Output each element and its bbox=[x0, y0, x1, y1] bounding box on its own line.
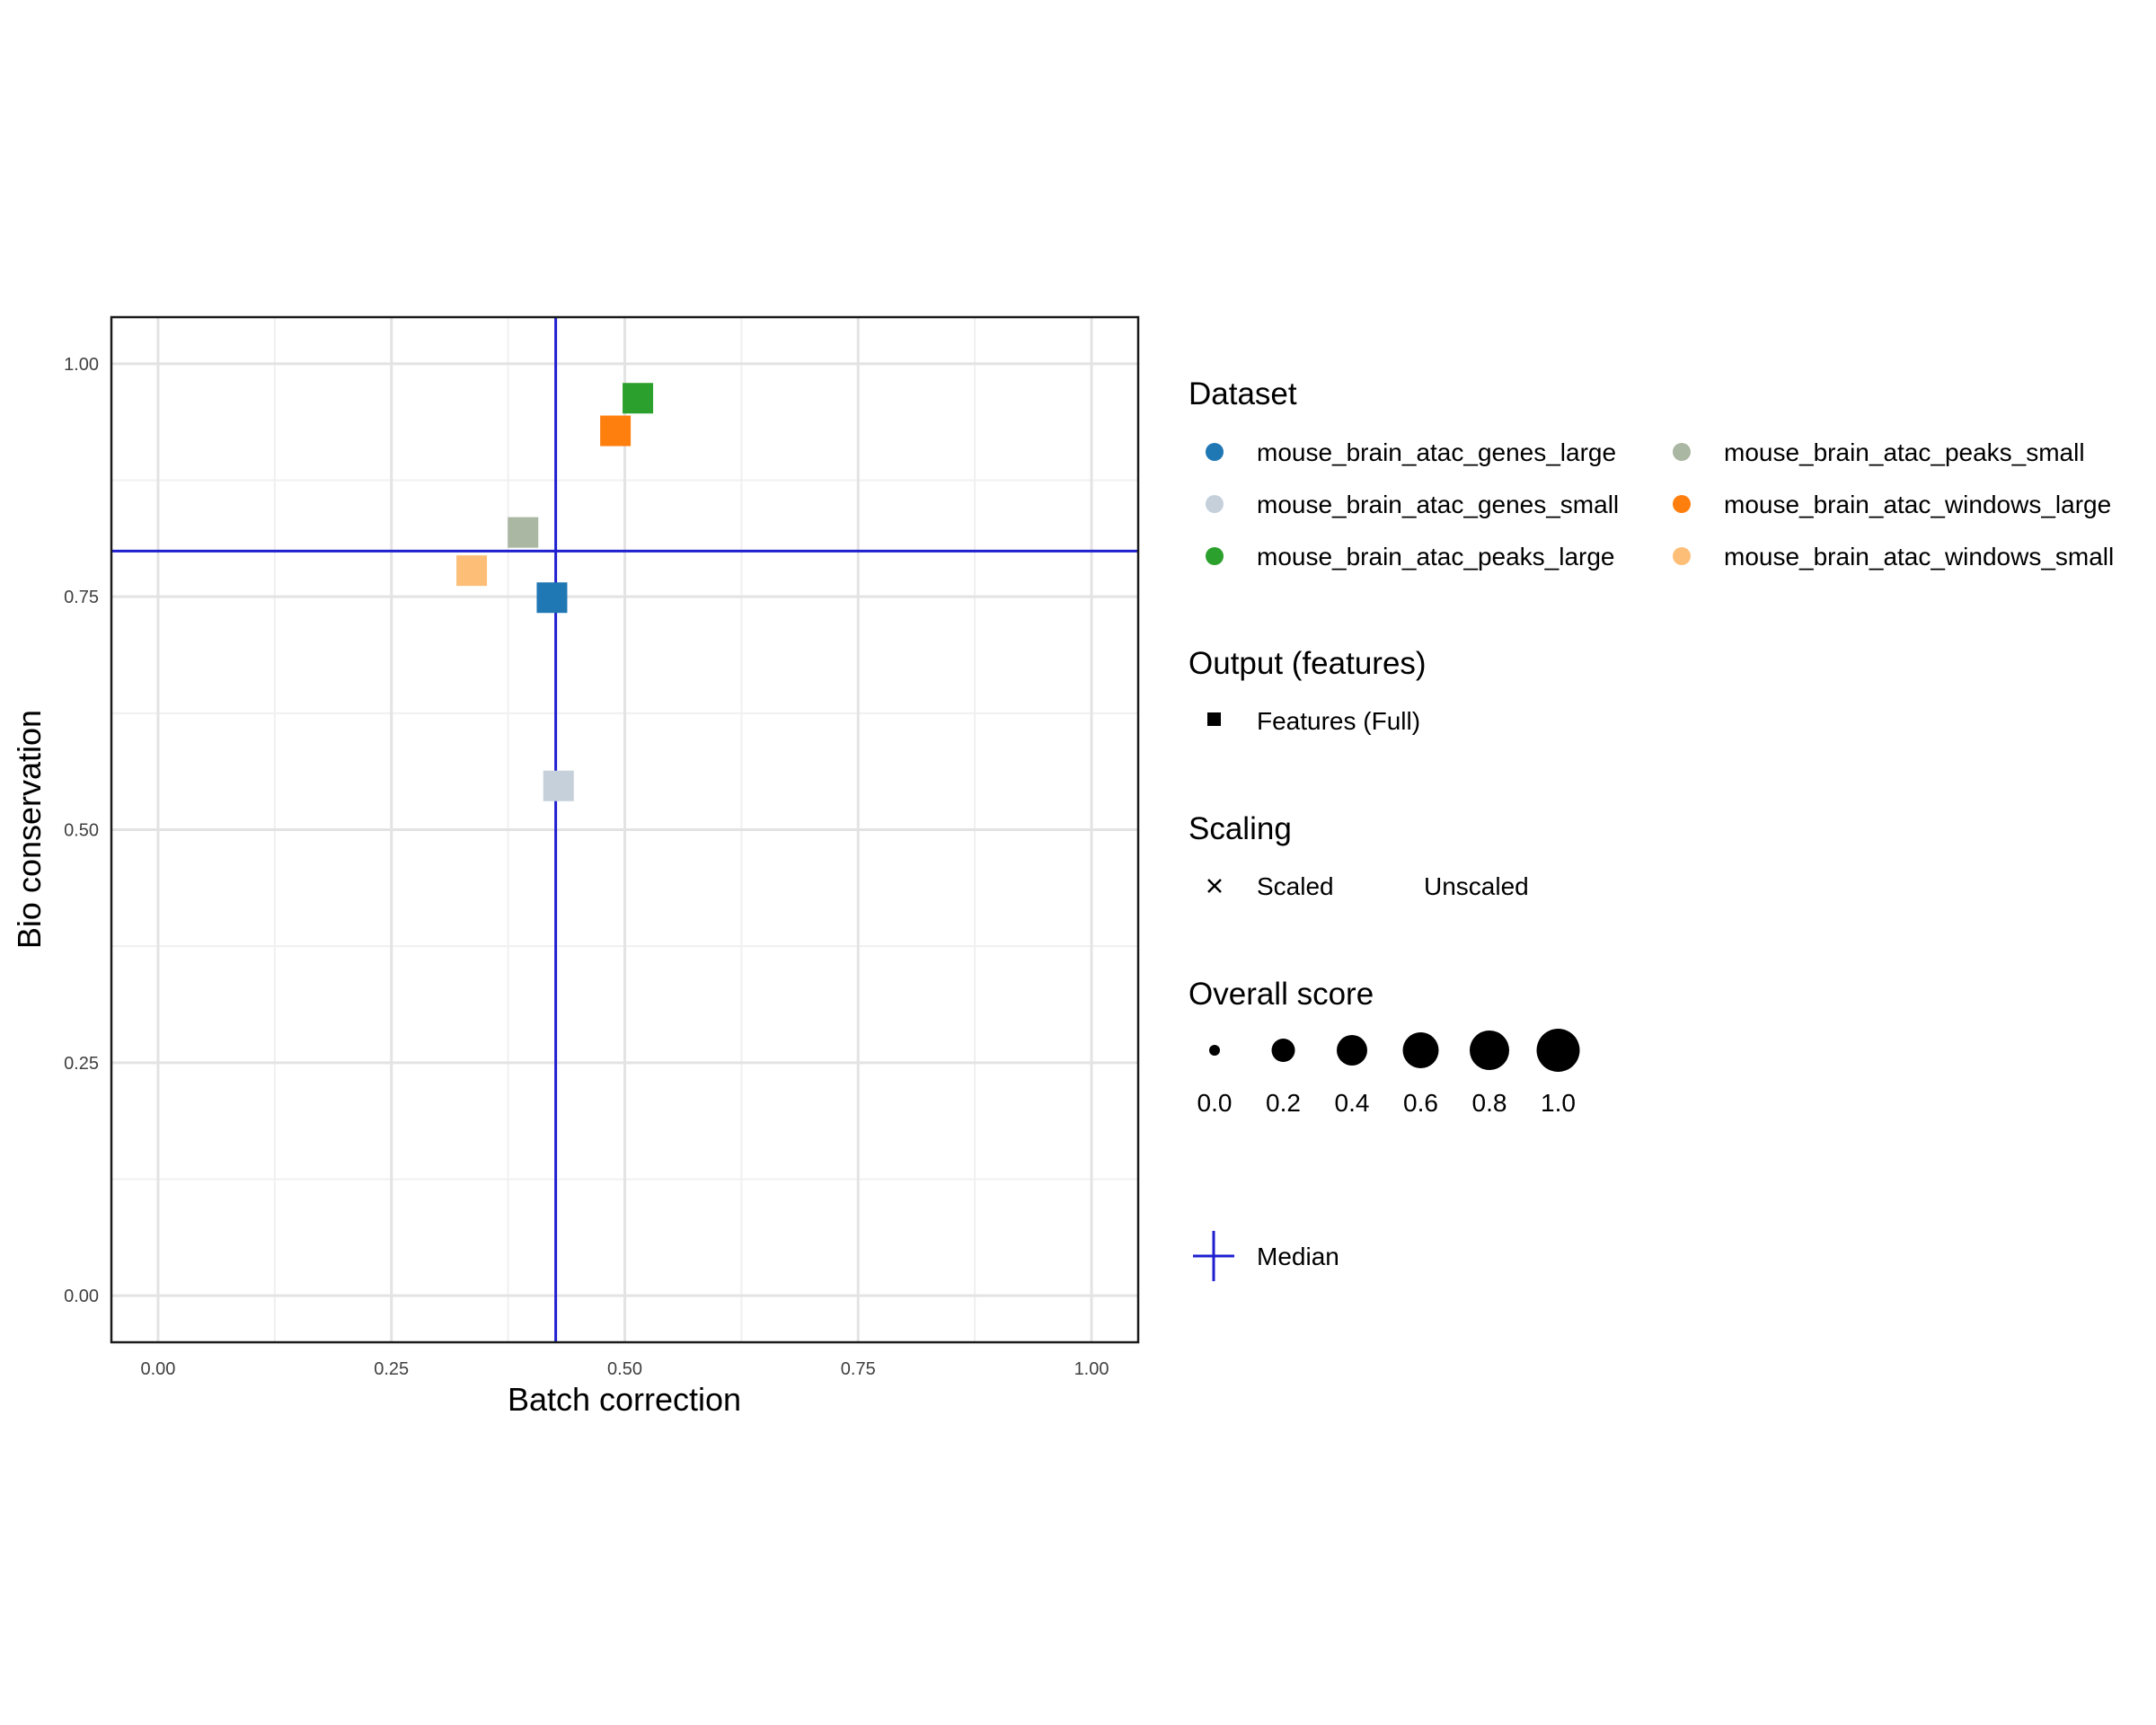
legend-scaling-title: Scaling bbox=[1188, 811, 1292, 846]
legend-scaling-unscaled: Unscaled bbox=[1424, 872, 1529, 900]
legend-key-mouse-brain-atac-peaks-large bbox=[1206, 547, 1224, 565]
legend-size-label: 0.8 bbox=[1472, 1089, 1507, 1117]
legend-label-mouse-brain-atac-windows-large: mouse_brain_atac_windows_large bbox=[1724, 491, 2111, 518]
data-points bbox=[456, 383, 654, 801]
x-tick-label: 0.25 bbox=[374, 1359, 409, 1379]
legend-cross-key bbox=[1207, 879, 1222, 893]
x-tick-label: 0.75 bbox=[841, 1359, 876, 1379]
legend-dataset-title: Dataset bbox=[1188, 376, 1297, 411]
legend-output-title: Output (features) bbox=[1188, 646, 1427, 681]
legend-key-mouse-brain-atac-peaks-small bbox=[1673, 443, 1691, 461]
legend-output-label: Features (Full) bbox=[1257, 707, 1420, 735]
legend-size-label: 0.2 bbox=[1266, 1089, 1301, 1117]
legend-size-label: 0.0 bbox=[1197, 1089, 1233, 1117]
median-lines bbox=[111, 317, 1138, 1342]
y-tick-label: 0.50 bbox=[64, 821, 99, 841]
legend-size-key bbox=[1209, 1045, 1220, 1056]
legend-size-key bbox=[1536, 1029, 1580, 1072]
legend-scaling-scaled: Scaled bbox=[1257, 872, 1334, 900]
point-mouse-brain-atac-genes-small bbox=[543, 770, 574, 801]
y-tick-label: 0.00 bbox=[64, 1287, 99, 1306]
legend-label-mouse-brain-atac-peaks-small: mouse_brain_atac_peaks_small bbox=[1724, 438, 2085, 466]
y-tick-label: 0.25 bbox=[64, 1054, 99, 1074]
legend-size-key bbox=[1402, 1032, 1439, 1068]
legend-square-key bbox=[1207, 712, 1221, 726]
grid bbox=[111, 317, 1138, 1342]
legend-label-mouse-brain-atac-windows-small: mouse_brain_atac_windows_small bbox=[1724, 543, 2114, 571]
x-axis-ticks: 0.00 0.25 0.50 0.75 1.00 bbox=[140, 1359, 1109, 1379]
legend-size-title: Overall score bbox=[1188, 977, 1374, 1012]
legend-size-key bbox=[1337, 1035, 1367, 1066]
point-mouse-brain-atac-peaks-large bbox=[623, 383, 654, 414]
point-mouse-brain-atac-windows-small bbox=[456, 555, 488, 587]
legend-median-label: Median bbox=[1257, 1243, 1339, 1270]
legend-label-mouse-brain-atac-peaks-large: mouse_brain_atac_peaks_large bbox=[1257, 543, 1615, 571]
legend-size-items: 0.0 0.2 0.4 0.6 0.8 1.0 bbox=[1197, 1029, 1580, 1117]
y-tick-label: 1.00 bbox=[64, 355, 99, 375]
legend-size-key bbox=[1271, 1039, 1295, 1062]
x-axis-title: Batch correction bbox=[508, 1381, 741, 1418]
legend-size-label: 0.4 bbox=[1335, 1089, 1370, 1117]
legend-key-mouse-brain-atac-genes-small bbox=[1206, 495, 1224, 513]
plot-panel-border bbox=[110, 315, 1140, 1344]
point-mouse-brain-atac-genes-large bbox=[536, 582, 568, 614]
legend-key-mouse-brain-atac-windows-large bbox=[1673, 495, 1691, 513]
point-mouse-brain-atac-peaks-small bbox=[508, 517, 539, 548]
y-axis-title: Bio conservation bbox=[11, 710, 48, 949]
legend-label-mouse-brain-atac-genes-large: mouse_brain_atac_genes_large bbox=[1257, 438, 1616, 466]
x-tick-label: 0.00 bbox=[140, 1359, 175, 1379]
y-tick-label: 0.75 bbox=[64, 588, 99, 607]
legend: Dataset mouse_brain_atac_genes_largemous… bbox=[1188, 376, 2114, 1281]
legend-size-key bbox=[1470, 1031, 1509, 1070]
legend-label-mouse-brain-atac-genes-small: mouse_brain_atac_genes_small bbox=[1257, 491, 1619, 518]
legend-dataset-items: mouse_brain_atac_genes_large mouse_brain_… bbox=[1206, 438, 2114, 571]
point-mouse-brain-atac-windows-large bbox=[600, 415, 632, 447]
legend-size-label: 0.6 bbox=[1403, 1089, 1438, 1117]
legend-size-label: 1.0 bbox=[1541, 1089, 1576, 1117]
y-axis-ticks: 0.00 0.25 0.50 0.75 1.00 bbox=[64, 355, 99, 1306]
legend-median-key bbox=[1193, 1231, 1234, 1281]
legend-key-mouse-brain-atac-genes-large bbox=[1206, 443, 1224, 461]
legend-key-mouse-brain-atac-windows-small bbox=[1673, 547, 1691, 565]
x-tick-label: 1.00 bbox=[1074, 1359, 1109, 1379]
x-tick-label: 0.50 bbox=[607, 1359, 642, 1379]
